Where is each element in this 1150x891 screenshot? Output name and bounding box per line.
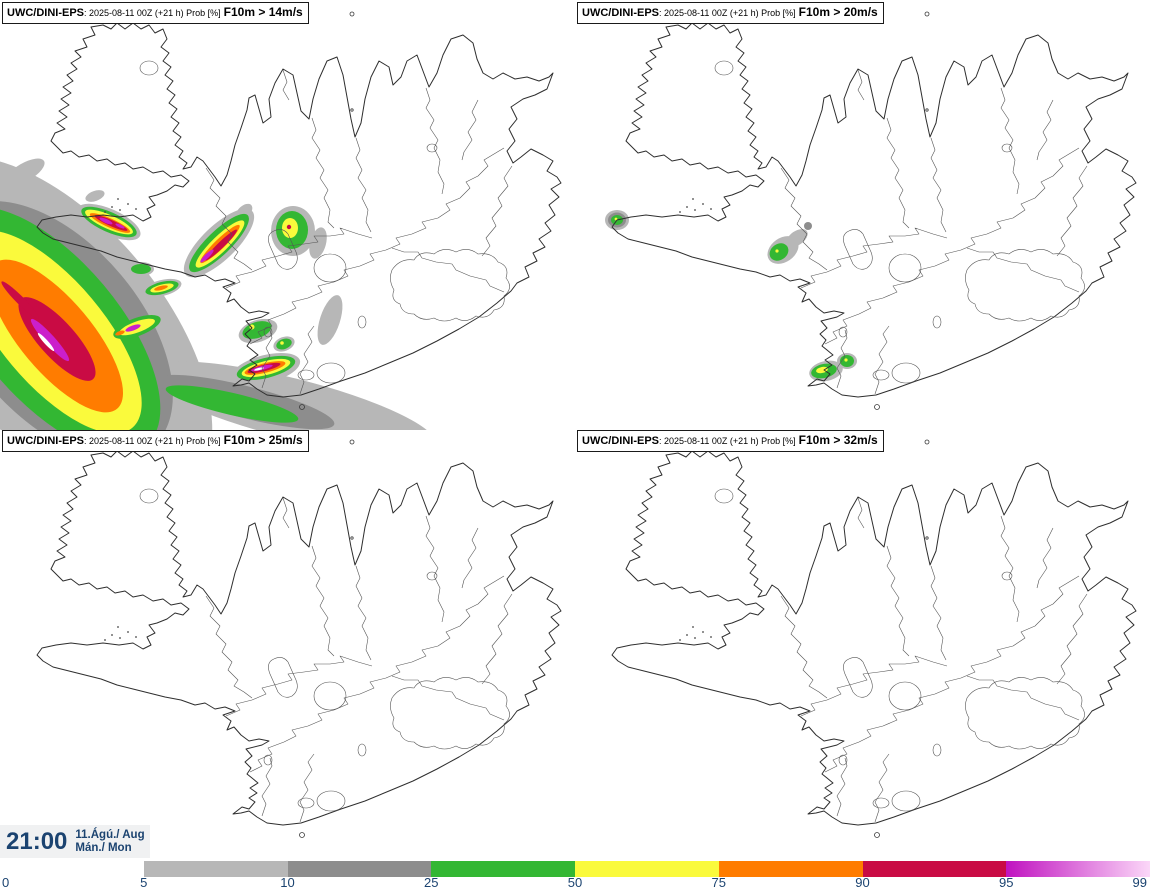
colorbar-segment-10-25	[287, 861, 432, 877]
colorbar-segment-5-10	[143, 861, 288, 877]
panel-title-20ms: UWC/DINI-EPS: 2025-08-11 00Z (+21 h) Pro…	[577, 2, 884, 24]
map-panel-20ms: UWC/DINI-EPS: 2025-08-11 00Z (+21 h) Pro…	[575, 0, 1150, 430]
iceland-map-32ms	[611, 439, 1137, 838]
panel-title-32ms: UWC/DINI-EPS: 2025-08-11 00Z (+21 h) Pro…	[577, 430, 884, 452]
probability-field-20ms	[605, 210, 857, 382]
valid-time: 21:00	[6, 827, 68, 855]
run-info: : 2025-08-11 00Z (+21 h) Prob [%]	[84, 8, 221, 18]
probability-colorbar	[0, 861, 1150, 877]
colorbar-label-25: 25	[424, 875, 439, 890]
colorbar-segment-90-95	[862, 861, 1007, 877]
threshold-label: F10m > 25m/s	[223, 433, 303, 447]
panel-title-14ms: UWC/DINI-EPS: 2025-08-11 00Z (+21 h) Pro…	[2, 2, 309, 24]
colorbar-segment-0-5	[0, 861, 144, 877]
iceland-map-14ms	[0, 11, 562, 430]
model-label: UWC/DINI-EPS	[7, 7, 84, 19]
colorbar-label-90: 90	[855, 875, 870, 890]
probability-field-14ms	[0, 156, 436, 430]
colorbar-label-10: 10	[280, 875, 295, 890]
run-info: : 2025-08-11 00Z (+21 h) Prob [%]	[84, 436, 221, 446]
map-panel-25ms: UWC/DINI-EPS: 2025-08-11 00Z (+21 h) Pro…	[0, 428, 575, 858]
colorbar-label-95: 95	[999, 875, 1014, 890]
run-info: : 2025-08-11 00Z (+21 h) Prob [%]	[659, 8, 796, 18]
valid-time-block: 21:00 11.Ágú./ Aug Mán./ Mon	[0, 825, 150, 858]
model-label: UWC/DINI-EPS	[7, 435, 84, 447]
colorbar-label-0: 0	[2, 875, 10, 890]
valid-date: 11.Ágú./ Aug Mán./ Mon	[75, 829, 144, 855]
colorbar-label-5: 5	[140, 875, 148, 890]
map-panel-14ms: UWC/DINI-EPS: 2025-08-11 00Z (+21 h) Pro…	[0, 0, 575, 430]
iceland-map-25ms	[36, 439, 562, 838]
colorbar-labels: 0 5 10 25 50 75 90 95 99	[0, 875, 1150, 891]
model-label: UWC/DINI-EPS	[582, 7, 659, 19]
threshold-label: F10m > 14m/s	[223, 5, 303, 19]
valid-date-line1: 11.Ágú./ Aug	[75, 828, 145, 841]
map-panel-32ms: UWC/DINI-EPS: 2025-08-11 00Z (+21 h) Pro…	[575, 428, 1150, 858]
colorbar-segment-75-90	[718, 861, 863, 877]
colorbar-label-50: 50	[567, 875, 583, 890]
valid-date-line2: Mán./ Mon	[75, 841, 132, 854]
panel-title-25ms: UWC/DINI-EPS: 2025-08-11 00Z (+21 h) Pro…	[2, 430, 309, 452]
colorbar-label-75: 75	[711, 875, 726, 890]
run-info: : 2025-08-11 00Z (+21 h) Prob [%]	[659, 436, 796, 446]
colorbar-segment-95-99	[1006, 861, 1150, 877]
threshold-label: F10m > 32m/s	[798, 433, 878, 447]
threshold-label: F10m > 20m/s	[798, 5, 878, 19]
colorbar-label-99: 99	[1132, 875, 1147, 890]
model-label: UWC/DINI-EPS	[582, 435, 659, 447]
colorbar-segment-50-75	[575, 861, 719, 877]
iceland-map-20ms	[605, 11, 1137, 410]
colorbar-segment-25-50	[431, 861, 575, 877]
